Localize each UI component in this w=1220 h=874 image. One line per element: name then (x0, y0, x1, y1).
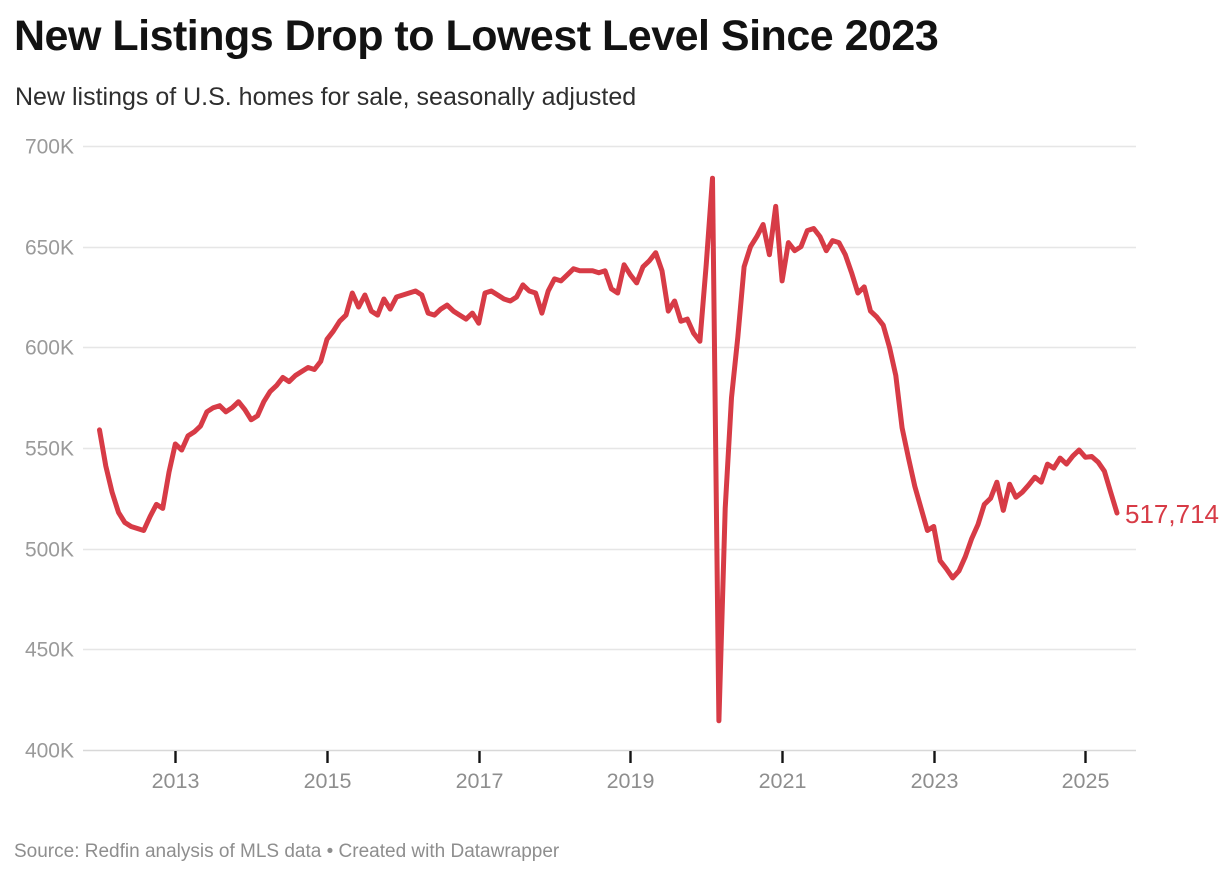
chart-subtitle: New listings of U.S. homes for sale, sea… (15, 83, 637, 111)
y-axis-label: 550K (25, 438, 74, 461)
x-axis-label: 2023 (911, 769, 959, 793)
x-axis-label: 2015 (304, 769, 352, 793)
y-axis-label: 400K (25, 740, 74, 763)
new-listings-line (97, 175, 1120, 724)
x-axis-label: 2025 (1062, 769, 1110, 793)
y-axis-label: 500K (25, 539, 74, 562)
y-axis-label: 700K (25, 136, 74, 159)
y-axis-label: 600K (25, 337, 74, 360)
chart-title: New Listings Drop to Lowest Level Since … (14, 12, 939, 60)
source-note: Source: Redfin analysis of MLS data • Cr… (14, 841, 560, 862)
x-axis-label: 2013 (152, 769, 200, 793)
y-axis-label: 450K (25, 639, 74, 662)
y-axis-label: 650K (25, 237, 74, 260)
x-axis-label: 2019 (607, 769, 655, 793)
x-axis-label: 2021 (759, 769, 807, 793)
x-axis-label: 2017 (456, 769, 504, 793)
last-value-label: 517,714 (1125, 499, 1219, 529)
